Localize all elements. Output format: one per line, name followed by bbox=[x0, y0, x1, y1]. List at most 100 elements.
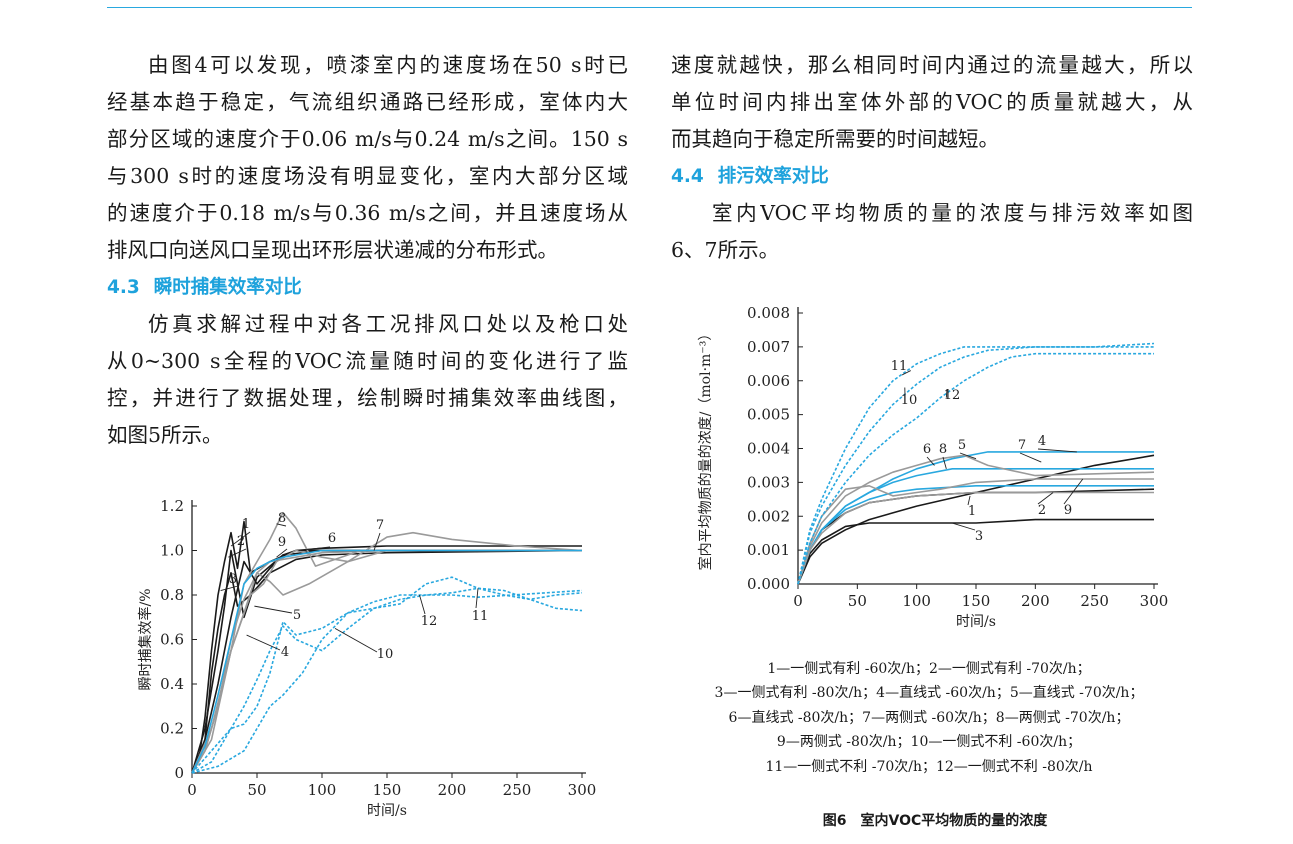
series-line-6 bbox=[797, 485, 1154, 585]
curve-leader bbox=[419, 594, 426, 615]
series-line-10 bbox=[797, 346, 1154, 585]
y-tick-label: 0.4 bbox=[160, 675, 184, 693]
curve-leader bbox=[334, 627, 378, 653]
series-line-11 bbox=[191, 576, 583, 774]
curve-label: 10 bbox=[901, 393, 918, 408]
x-tick-label: 250 bbox=[503, 781, 532, 799]
curve-leader bbox=[926, 456, 935, 466]
curve-label: 6 bbox=[923, 442, 931, 457]
y-tick-label: 0.001 bbox=[747, 541, 790, 559]
figure6-legend: 1—一侧式有利 -60次/h；2—一侧式有利 -70次/h； 3—一侧式有利 -… bbox=[665, 657, 1193, 779]
legend-line: 1—一侧式有利 -60次/h；2—一侧式有利 -70次/h； bbox=[767, 661, 1091, 677]
curve-label: 2 bbox=[1038, 503, 1046, 518]
curve-label: 8 bbox=[939, 442, 947, 457]
right-para2-line: 6、7所示。 bbox=[671, 238, 780, 262]
curve-leader bbox=[298, 546, 331, 551]
series-line-1 bbox=[191, 520, 582, 774]
heading-number: 4.4 bbox=[671, 166, 704, 187]
y-tick-label: 0.006 bbox=[747, 372, 790, 390]
curve-label: 10 bbox=[377, 647, 394, 662]
curve-label: 3 bbox=[229, 572, 237, 587]
curve-label: 1 bbox=[242, 517, 250, 532]
y-tick-label: 0.6 bbox=[160, 631, 184, 649]
curve-leader bbox=[373, 532, 381, 551]
x-tick-label: 100 bbox=[902, 592, 931, 610]
curve-label: 5 bbox=[293, 608, 301, 623]
left-para1-line: 部分区域的速度介于0.06 m/s与0.24 m/s之间。150 s bbox=[107, 127, 628, 151]
right-column: 速度就越快，那么相同时间内通过的流量越大，所以 单位时间内排出室体外部的VOC的… bbox=[671, 47, 1193, 269]
x-tick-label: 0 bbox=[187, 781, 197, 799]
curve-label: 4 bbox=[1038, 434, 1046, 449]
left-para1-line: 的速度介于0.18 m/s与0.36 m/s之间，并且速度场从 bbox=[107, 201, 628, 225]
x-tick-label: 200 bbox=[438, 781, 467, 799]
curve-leader bbox=[945, 388, 948, 398]
curve-leader bbox=[1037, 448, 1077, 453]
legend-line: 11—一侧式不利 -70次/h；12—一侧式不利 -80次/h bbox=[765, 758, 1093, 775]
x-tick-label: 0 bbox=[793, 592, 803, 610]
curve-label: 1 bbox=[968, 504, 976, 519]
curve-label: 9 bbox=[1064, 503, 1072, 518]
left-column: 由图4可以发现，喷漆室内的速度场在50 s时已 经基本趋于稳定，气流组织通路已经… bbox=[107, 47, 628, 454]
figure5-chart: 0 50 100 150 200 250 300 0 0.2 0.4 0.6 0.8 1.0 1.2 时间/… bbox=[137, 497, 597, 819]
curve-label: 9 bbox=[278, 535, 286, 550]
heading-title: 排污效率对比 bbox=[717, 166, 829, 187]
right-para1-line: 而其趋向于稳定所需要的时间越短。 bbox=[671, 127, 999, 151]
header-rule bbox=[107, 7, 1192, 8]
legend-line: 3—一侧式有利 -80次/h；4—直线式 -60次/h；5—直线式 -70次/h… bbox=[714, 685, 1144, 702]
x-axis-label: 时间/s bbox=[367, 803, 407, 819]
y-tick-label: 0.2 bbox=[160, 720, 184, 738]
x-tick-label: 200 bbox=[1021, 592, 1050, 610]
series-line-1 bbox=[797, 454, 1155, 585]
curve-label: 7 bbox=[376, 518, 384, 533]
y-tick-label: 0 bbox=[174, 764, 184, 782]
curve-leader bbox=[254, 605, 293, 614]
y-tick-label: 1.0 bbox=[160, 542, 184, 560]
series-line-3 bbox=[191, 549, 583, 774]
x-tick-label: 150 bbox=[373, 781, 402, 799]
y-tick-label: 0.002 bbox=[747, 507, 790, 525]
curve-label: 3 bbox=[975, 529, 983, 544]
section-heading-4-3: 4.3 瞬时捕集效率对比 bbox=[107, 269, 628, 306]
x-tick-label: 50 bbox=[848, 592, 867, 610]
curve-leader bbox=[246, 634, 281, 651]
curve-label: 6 bbox=[328, 531, 336, 546]
y-tick-label: 0.005 bbox=[747, 406, 790, 424]
curve-label: 12 bbox=[944, 388, 961, 403]
right-para1-line: 速度就越快，那么相同时间内通过的流量越大，所以 bbox=[671, 53, 1193, 77]
curve-leader bbox=[959, 452, 977, 460]
curve-leader bbox=[1019, 452, 1042, 463]
left-para2-line: 从0~300 s全程的VOC流量随时间的变化进行了监 bbox=[107, 349, 628, 373]
curve-label: 2 bbox=[237, 534, 245, 549]
x-tick-label: 100 bbox=[308, 781, 337, 799]
y-tick-label: 0.004 bbox=[747, 440, 790, 458]
curve-label: 11 bbox=[891, 359, 908, 374]
x-tick-label: 300 bbox=[1140, 592, 1169, 610]
series-line-9 bbox=[191, 549, 582, 774]
curve-label: 12 bbox=[421, 614, 438, 629]
legend-line: 6—直线式 -80次/h；7—两侧式 -60次/h；8—两侧式 -70次/h； bbox=[728, 709, 1130, 726]
series-line-9 bbox=[797, 491, 1154, 585]
y-tick-label: 0.007 bbox=[747, 338, 790, 356]
curve-leader bbox=[228, 548, 247, 558]
series-line-10 bbox=[191, 589, 583, 774]
right-para2-line: 室内VOC平均物质的量的浓度与排污效率如图 bbox=[712, 201, 1193, 225]
heading-number: 4.3 bbox=[107, 277, 140, 298]
y-tick-label: 1.2 bbox=[160, 497, 184, 515]
x-tick-label: 150 bbox=[962, 592, 991, 610]
series-line-12 bbox=[797, 352, 1154, 585]
y-tick-label: 0.000 bbox=[747, 575, 790, 593]
x-tick-label: 300 bbox=[568, 781, 597, 799]
curve-leader bbox=[967, 495, 971, 506]
y-tick-label: 0.8 bbox=[160, 586, 184, 604]
left-para1-line: 与300 s时的速度场没有明显变化，室内大部分区域 bbox=[107, 164, 628, 188]
x-tick-label: 250 bbox=[1080, 592, 1109, 610]
y-tick-label: 0.003 bbox=[747, 473, 790, 491]
curve-leader bbox=[230, 531, 251, 547]
curve-leader bbox=[942, 456, 947, 469]
series-line-12 bbox=[191, 587, 583, 774]
curve-label: 8 bbox=[278, 511, 286, 526]
y-axis-label: 室内平均物质的量的浓度/（mol·m⁻³） bbox=[697, 327, 714, 571]
curve-leader bbox=[901, 370, 911, 376]
curve-label: 7 bbox=[1018, 438, 1026, 453]
curve-leader bbox=[1037, 492, 1054, 505]
